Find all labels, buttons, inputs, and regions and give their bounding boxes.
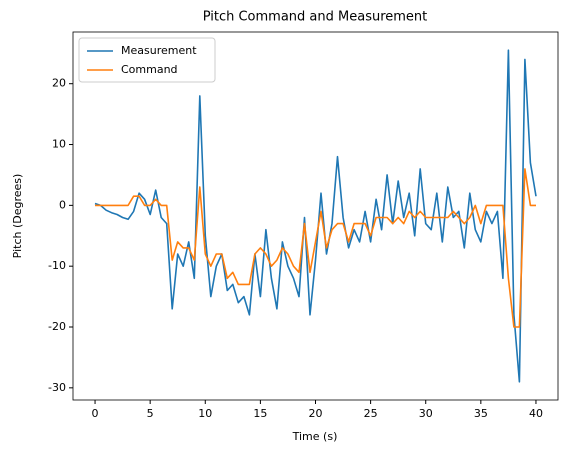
y-tick-label: 20 xyxy=(52,77,66,90)
x-tick-label: 20 xyxy=(309,407,323,420)
x-tick-label: 15 xyxy=(253,407,267,420)
y-tick-label: -30 xyxy=(48,381,66,394)
x-tick-label: 10 xyxy=(198,407,212,420)
x-tick-label: 35 xyxy=(474,407,488,420)
y-tick-label: 10 xyxy=(52,138,66,151)
chart-title: Pitch Command and Measurement xyxy=(203,10,428,25)
y-tick-label: 0 xyxy=(59,198,66,211)
x-tick-label: 30 xyxy=(419,407,433,420)
x-tick-label: 0 xyxy=(92,407,99,420)
x-tick-label: 40 xyxy=(529,407,543,420)
line-series xyxy=(95,168,536,328)
plot-frame xyxy=(72,31,559,401)
x-tick-label: 5 xyxy=(147,407,154,420)
line-series xyxy=(94,49,537,383)
y-tick-label: -10 xyxy=(48,259,66,272)
x-tick-label: 25 xyxy=(364,407,378,420)
y-tick-label: -20 xyxy=(48,320,66,333)
y-axis-label: Pitch (Degrees) xyxy=(11,174,24,259)
legend-box xyxy=(78,37,216,83)
legend-label: Command xyxy=(121,63,178,76)
x-axis-label: Time (s) xyxy=(292,430,338,443)
legend-label: Measurement xyxy=(121,44,197,57)
